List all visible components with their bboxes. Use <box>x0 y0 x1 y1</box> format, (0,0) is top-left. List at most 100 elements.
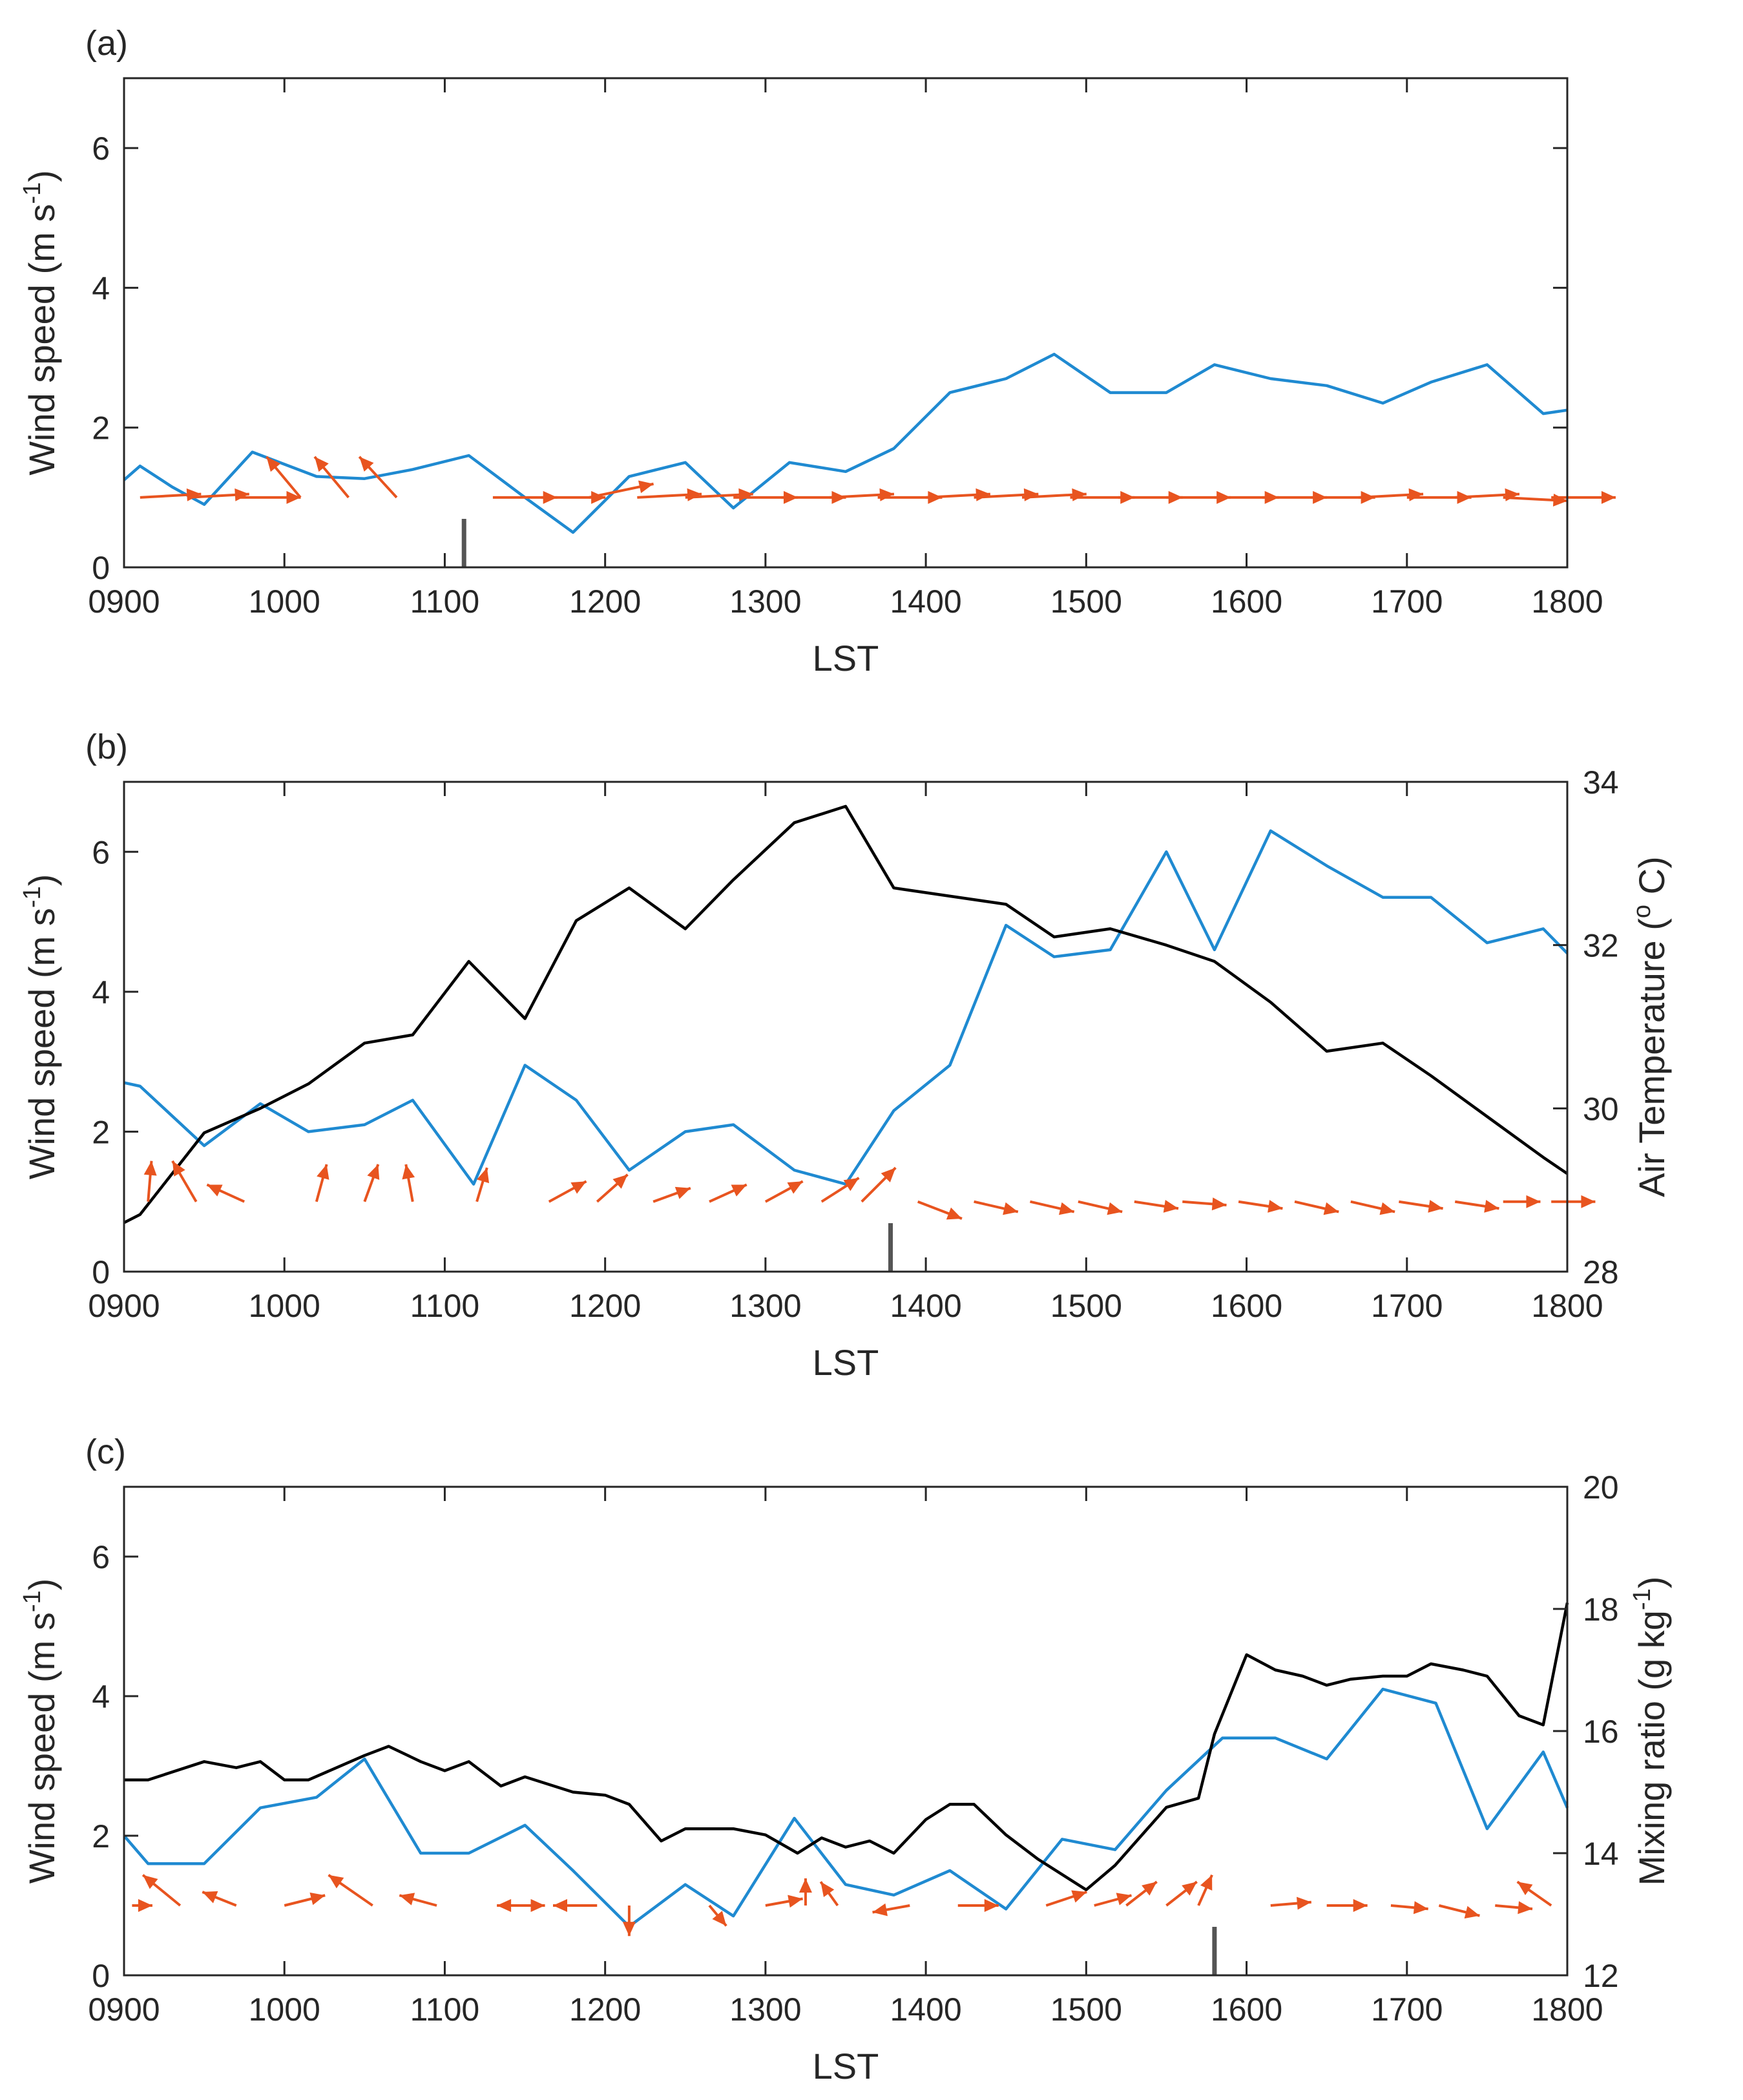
wind-vector-arrow <box>202 1891 237 1907</box>
y-axis-label: Wind speed (m s-1) <box>19 1579 62 1884</box>
wind-vector-head <box>1517 1882 1533 1896</box>
x-axis-label: LST <box>813 2046 879 2086</box>
wind-vector-head <box>638 480 654 494</box>
wind-vector-arrow <box>1094 1893 1132 1907</box>
wind-vector-head <box>1071 1890 1087 1903</box>
wind-vector-head <box>1059 1202 1074 1215</box>
wind-vector-head <box>138 1899 152 1912</box>
wind-vector-head <box>843 1177 859 1192</box>
x-tick-label: 1500 <box>1050 583 1122 620</box>
wind-vector-head <box>612 1174 628 1189</box>
wind-vector-head <box>143 1874 158 1889</box>
x-tick-label: 0900 <box>88 1991 160 2028</box>
wind-vector-head <box>674 1186 691 1199</box>
y-tick-label-right: 34 <box>1583 764 1619 801</box>
wind-vector-head <box>1182 1882 1197 1896</box>
wind-vector-head <box>1211 1197 1227 1211</box>
wind-vector-head <box>1107 1202 1123 1215</box>
wind-vector-arrow <box>709 1183 747 1203</box>
y-tick-label-right: 12 <box>1583 1958 1619 1994</box>
wind-vector-arrow <box>402 1164 415 1202</box>
wind-vector-head <box>1428 1199 1443 1213</box>
y-axis-label: Wind speed (m s-1) <box>19 874 62 1180</box>
y-tick-label-right: 32 <box>1583 928 1619 964</box>
wind-vector-head <box>1200 1874 1213 1891</box>
y-tick-label: 2 <box>92 410 110 446</box>
x-tick-label: 1200 <box>569 1288 641 1324</box>
wind-vector-head <box>497 1899 512 1912</box>
wind-vector-arrow <box>206 1183 245 1203</box>
wind-vector-head <box>1297 1896 1311 1910</box>
wind-vector-arrow <box>1551 1195 1596 1208</box>
wind-vector-head <box>359 456 374 472</box>
wind-vector-arrow <box>589 480 654 499</box>
wind-vector-arrow <box>313 456 350 499</box>
y-axis-label-sup: -1 <box>19 886 46 908</box>
wind-vector-arrow <box>798 1878 812 1906</box>
wind-vector-arrow <box>1516 1880 1552 1907</box>
x-tick-label: 1600 <box>1211 1991 1282 2028</box>
x-tick-label: 1800 <box>1531 1991 1603 2028</box>
wind-vector-arrow <box>363 1164 380 1202</box>
y-tick-label: 2 <box>92 1818 110 1854</box>
wind-vector-arrow <box>708 1904 727 1927</box>
wind-vector-head <box>266 456 281 472</box>
wind-vector-arrow <box>637 488 702 501</box>
y-axis-label-close: ) <box>21 874 62 887</box>
y-tick-label-right: 18 <box>1583 1591 1619 1628</box>
wind-vector-head <box>872 1903 888 1916</box>
wind-vector-arrow <box>399 1893 437 1907</box>
y-tick-label: 0 <box>92 1254 110 1290</box>
x-tick-label: 1600 <box>1211 1288 1282 1324</box>
panel-b: (b) 0900 1000 1100 1200 1300 1400 1500 1600 1700 1… <box>19 728 1672 1383</box>
x-tick-label: 1700 <box>1371 1288 1443 1324</box>
wind-vector-head <box>1023 488 1039 501</box>
y-axis-label-right-text: Air Temperature ( <box>1631 918 1672 1197</box>
wind-vector-arrow <box>553 1899 598 1912</box>
wind-vector-arrow <box>1078 1200 1123 1215</box>
y-tick-label: 4 <box>92 270 110 306</box>
wind-vector-arrow <box>1495 1901 1533 1915</box>
x-tick-label: 1400 <box>890 583 961 620</box>
right-axis-series-line <box>123 804 1569 1224</box>
y-tick-label: 6 <box>92 131 110 167</box>
wind-vector-arrow <box>1503 1195 1541 1208</box>
wind-vector-arrow <box>171 1160 198 1202</box>
x-axis-label: LST <box>813 638 879 678</box>
wind-vector-arrow <box>266 456 302 499</box>
wind-vector-head <box>1464 1906 1480 1919</box>
wind-vector-head <box>1526 1195 1541 1208</box>
y-tick-label: 0 <box>92 1958 110 1994</box>
wind-vector-arrow <box>596 1173 629 1203</box>
wind-vector-head <box>172 1160 185 1177</box>
wind-vector-head <box>1116 1893 1132 1906</box>
wind-vector-head <box>984 1899 999 1912</box>
x-tick-label: 1300 <box>729 1288 801 1324</box>
wind-vector-arrow <box>861 1166 897 1203</box>
y-axis-label-close: ) <box>21 1579 62 1591</box>
wind-vector-arrow <box>328 1874 373 1907</box>
wind-vector-arrow <box>497 1899 541 1912</box>
y-tick-label-right: 28 <box>1583 1254 1619 1290</box>
wind-vector-arrow <box>1350 1200 1395 1215</box>
x-axis-label: LST <box>813 1342 879 1383</box>
wind-vector-arrow <box>284 1892 326 1907</box>
wind-vector-head <box>1072 488 1087 501</box>
x-tick-label: 1800 <box>1531 583 1603 620</box>
wind-speed-line <box>123 829 1569 1186</box>
wind-vector-arrow <box>1454 1199 1499 1213</box>
wind-vector-arrow <box>141 1874 182 1907</box>
x-tick-label: 0900 <box>88 1288 160 1324</box>
wind-vector-head <box>1581 1195 1596 1208</box>
wind-vector-head <box>1353 1899 1368 1912</box>
y-tick-label-right: 16 <box>1583 1714 1619 1750</box>
wind-vector-head <box>1323 1202 1339 1215</box>
axes-frame <box>123 781 1569 1273</box>
wind-vector-arrow <box>974 1200 1019 1215</box>
wind-vector-head <box>553 1899 568 1912</box>
wind-vector-arrow <box>1294 1200 1339 1215</box>
x-tick-label: 1300 <box>729 583 801 620</box>
y-axis-label-right: Air Temperature (o C) <box>1629 856 1672 1197</box>
wind-vector-arrow <box>1390 1901 1428 1915</box>
